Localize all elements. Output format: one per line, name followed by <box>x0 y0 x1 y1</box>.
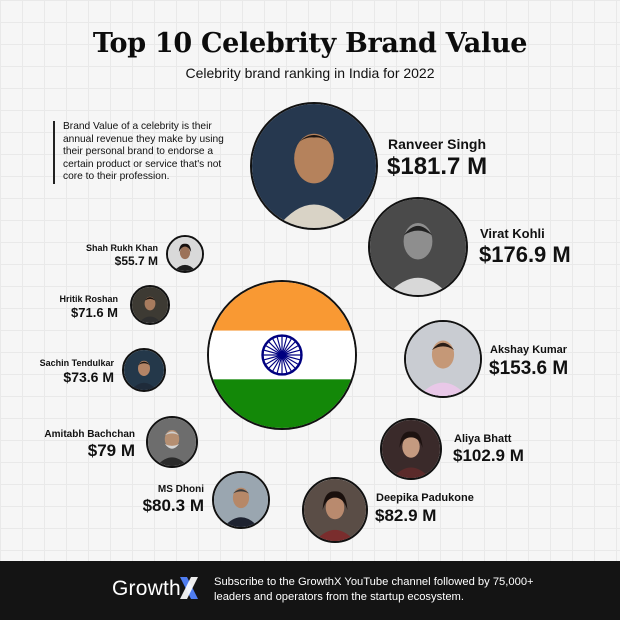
subscribe-text: Subscribe to the GrowthX YouTube channel… <box>214 576 534 603</box>
virat-kohli-value: $176.9 M <box>479 242 571 267</box>
deepika-padukone-value: $82.9 M <box>375 506 437 525</box>
ms-dhoni-photo <box>212 471 270 529</box>
hritik-roshan-name: Hritik Roshan <box>59 294 118 304</box>
ms-dhoni-name: MS Dhoni <box>157 484 204 495</box>
akshay-kumar-name: Akshay Kumar <box>490 344 568 356</box>
page-title: Top 10 Celebrity Brand Value <box>92 28 528 59</box>
aliya-bhatt-value: $102.9 M <box>453 446 524 465</box>
growthx-logo: Growth <box>112 577 181 600</box>
virat-kohli-photo <box>368 197 468 297</box>
ms-dhoni-value: $80.3 M <box>142 496 204 515</box>
virat-kohli-name: Virat Kohli <box>480 226 545 241</box>
sachin-tendulkar-value: $73.6 M <box>63 369 114 385</box>
growthx-x-icon <box>180 577 198 599</box>
shah-rukh-khan-name: Shah Rukh Khan <box>85 243 158 253</box>
shah-rukh-khan-value: $55.7 M <box>114 254 158 268</box>
page-subtitle: Celebrity brand ranking in India for 202… <box>185 65 435 81</box>
shah-rukh-khan-photo <box>166 235 204 273</box>
deepika-padukone-name: Deepika Padukone <box>376 492 474 504</box>
ranveer-singh-name: Ranveer Singh <box>388 136 487 152</box>
india-flag-icon <box>207 280 357 430</box>
deepika-padukone-photo <box>302 477 368 543</box>
ranveer-singh-value: $181.7 M <box>387 153 488 180</box>
footer-bar: Growth Subscribe to the GrowthX YouTube … <box>0 561 620 620</box>
hritik-roshan-value: $71.6 M <box>71 305 118 320</box>
ranveer-singh-photo <box>250 102 378 230</box>
aliya-bhatt-name: Aliya Bhatt <box>454 433 512 445</box>
amitabh-bachchan-value: $79 M <box>87 441 135 460</box>
sachin-tendulkar-photo <box>122 348 166 392</box>
sachin-tendulkar-name: Sachin Tendulkar <box>39 358 114 368</box>
amitabh-bachchan-photo <box>146 416 198 468</box>
hritik-roshan-photo <box>130 285 170 325</box>
aliya-bhatt-photo <box>380 418 442 480</box>
akshay-kumar-photo <box>404 320 482 398</box>
amitabh-bachchan-name: Amitabh Bachchan <box>44 429 135 440</box>
description-text: Brand Value of a celebrity is their annu… <box>53 121 235 184</box>
akshay-kumar-value: $153.6 M <box>489 358 569 379</box>
